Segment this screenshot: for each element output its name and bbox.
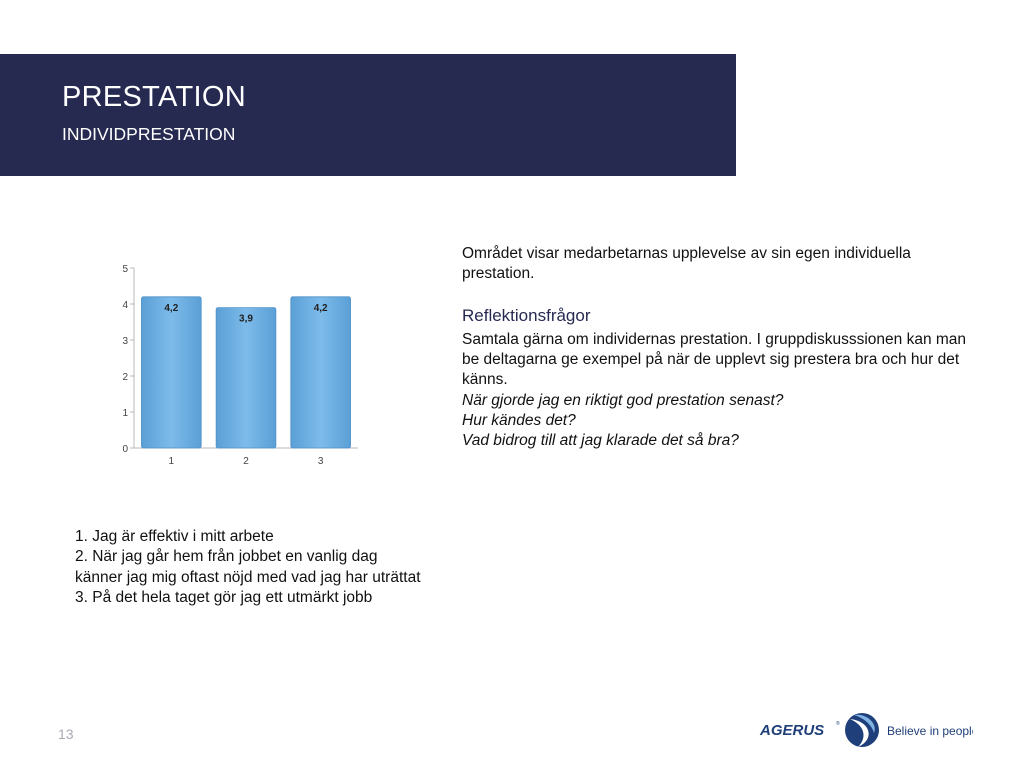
legend-item-3: 3. På det hela taget gör jag ett utmärkt… bbox=[75, 588, 373, 606]
bar-chart-svg: 0 1 2 3 4 5 4,2 1 3,9 2 4,2 3 bbox=[122, 264, 358, 467]
reflection-question-2: Hur kändes det? bbox=[462, 411, 576, 429]
page-title: PRESTATION bbox=[62, 81, 246, 113]
x-tick-label: 3 bbox=[318, 456, 324, 467]
brand-swoosh-icon bbox=[845, 713, 879, 747]
data-label-3: 4,2 bbox=[314, 303, 328, 314]
y-tick-label: 5 bbox=[122, 264, 128, 275]
reflection-question-3: Vad bidrog till att jag klarade det så b… bbox=[462, 432, 739, 450]
bar-3 bbox=[290, 296, 351, 449]
reflection-section: Samtala gärna om individernas prestation… bbox=[462, 330, 972, 451]
data-label-1: 4,2 bbox=[164, 303, 178, 314]
legend-item-2: 2. När jag går hem från jobbet en vanlig… bbox=[75, 548, 421, 586]
brand-name: AGERUS bbox=[759, 722, 824, 739]
registered-mark: ® bbox=[836, 720, 840, 727]
reflection-body: Samtala gärna om individernas prestation… bbox=[462, 331, 967, 389]
brand-tagline: Believe in people bbox=[887, 724, 973, 738]
chart-legend: 1. Jag är effektiv i mitt arbete 2. När … bbox=[75, 527, 425, 608]
y-tick-label: 0 bbox=[122, 444, 128, 455]
agerus-logo: AGERUS ® Believe in people bbox=[759, 713, 973, 747]
header-band bbox=[0, 54, 736, 176]
intro-text: Området visar medarbetarnas upplevelse a… bbox=[462, 245, 911, 282]
x-tick-label: 1 bbox=[169, 456, 175, 467]
y-tick-label: 3 bbox=[122, 336, 128, 347]
bar-1 bbox=[141, 296, 202, 449]
data-label-2: 3,9 bbox=[239, 314, 253, 325]
reflection-question-1: När gjorde jag en riktigt god prestation… bbox=[462, 391, 784, 409]
page-number: 13 bbox=[58, 726, 74, 742]
y-tick-label: 1 bbox=[122, 408, 128, 419]
bar-chart: 0 1 2 3 4 5 4,2 1 3,9 2 4,2 3 bbox=[110, 255, 370, 470]
reflection-heading: Reflektionsfrågor bbox=[462, 306, 591, 325]
bar-2 bbox=[215, 307, 277, 449]
x-tick-label: 2 bbox=[243, 456, 249, 467]
page-subtitle: INDIVIDPRESTATION bbox=[62, 124, 236, 144]
y-tick-label: 2 bbox=[122, 372, 128, 383]
legend-item-1: 1. Jag är effektiv i mitt arbete bbox=[75, 528, 274, 545]
y-tick-label: 4 bbox=[122, 300, 128, 311]
